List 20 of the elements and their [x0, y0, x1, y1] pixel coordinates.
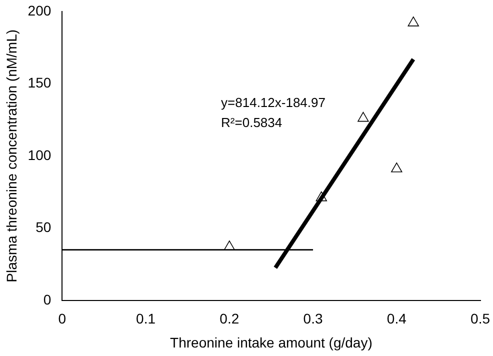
annotation: y=814.12x-184.97	[221, 94, 326, 110]
x-axis-title: Threonine intake amount (g/day)	[170, 334, 372, 350]
y-tick-label: 200	[28, 2, 52, 18]
annotation: R²=0.5834	[221, 114, 282, 130]
x-tick-label: 0.5	[470, 310, 490, 327]
x-tick-label: 0.3	[303, 310, 323, 327]
y-tick-label: 100	[28, 146, 52, 163]
y-axis-title: Plasma threonine concentration (nM/mL)	[3, 29, 20, 282]
y-tick-label: 50	[36, 219, 52, 236]
x-tick-label: 0.4	[386, 310, 407, 327]
x-tick-label: 0	[58, 310, 66, 327]
x-tick-label: 0.1	[136, 310, 156, 327]
point	[316, 191, 327, 202]
x-tick-label: 0.2	[220, 310, 240, 327]
point	[391, 162, 402, 172]
point	[224, 240, 235, 250]
point	[358, 112, 369, 122]
y-tick-label: 0	[43, 291, 52, 308]
y-tick-label: 150	[28, 74, 52, 91]
point	[408, 16, 419, 26]
